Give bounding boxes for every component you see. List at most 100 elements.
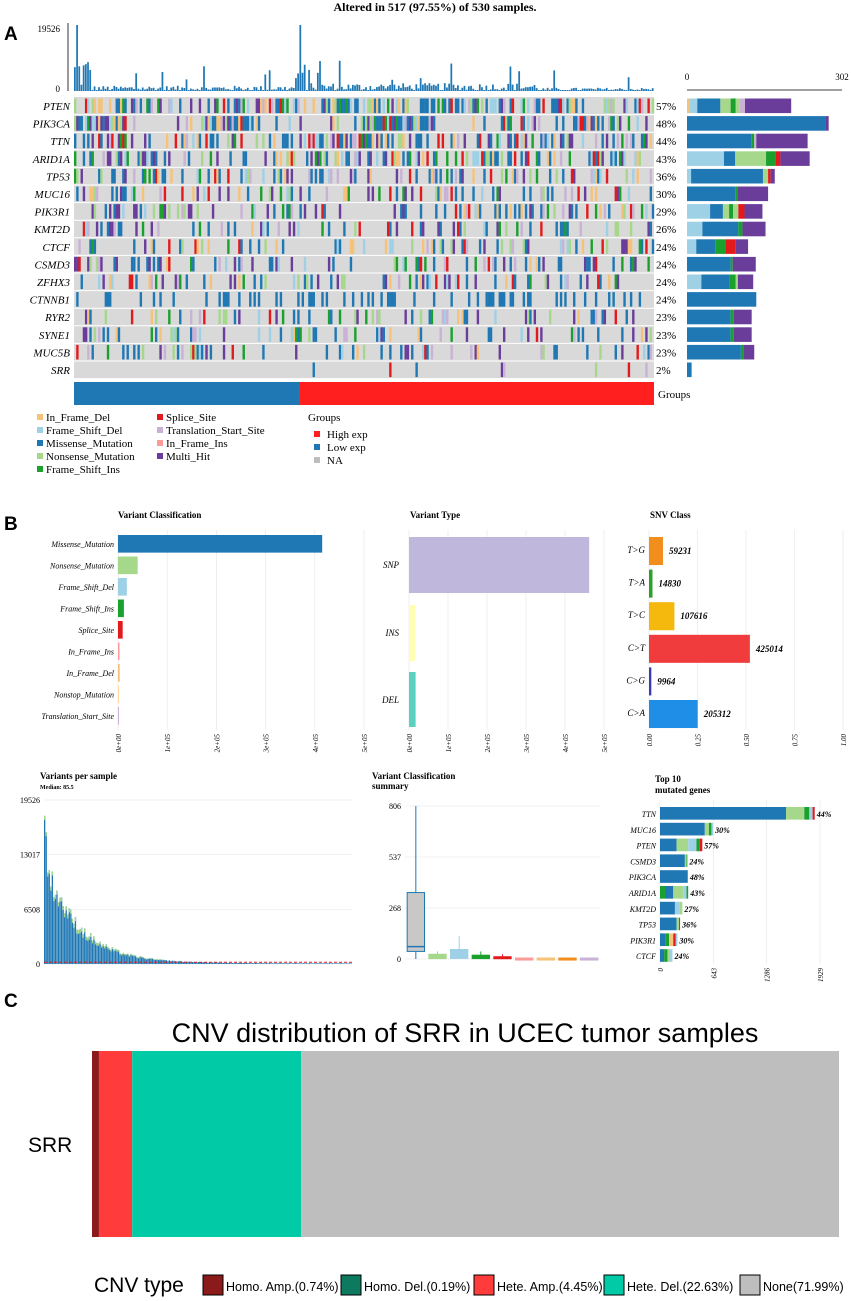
- matrix-cell: [404, 344, 407, 360]
- tmb-bar: [209, 89, 212, 91]
- gene-label: ZFHX3: [37, 277, 71, 289]
- matrix-cell: [432, 116, 436, 131]
- matrix-cell: [310, 133, 313, 149]
- matrix-cell: [354, 168, 357, 184]
- vps-bar-top: [77, 929, 80, 934]
- matrix-cell: [227, 116, 230, 131]
- groups-legend-swatch: [314, 457, 320, 463]
- tmb-bar: [144, 89, 146, 91]
- tmb-bar: [216, 87, 219, 91]
- vps-bar: [76, 929, 78, 964]
- matrix-cell: [638, 292, 642, 307]
- tmb-bar: [520, 88, 523, 91]
- gene-bar-segment: [702, 221, 739, 237]
- legend-swatch: [37, 427, 43, 433]
- matrix-cell: [159, 186, 162, 202]
- matrix-cell: [454, 186, 458, 202]
- tmb-bar: [441, 90, 444, 91]
- matrix-cell: [465, 327, 469, 342]
- matrix-cell: [645, 116, 648, 131]
- matrix-cell: [384, 116, 388, 131]
- matrix-cell: [172, 327, 175, 342]
- matrix-cell: [235, 116, 239, 131]
- matrix-cell: [608, 98, 611, 114]
- matrix-cell: [616, 186, 620, 202]
- matrix-cell: [621, 239, 624, 254]
- matrix-cell: [218, 292, 221, 307]
- vps-bar: [234, 962, 237, 964]
- gene-bar-segment: [722, 204, 730, 219]
- vps-bar: [51, 871, 54, 964]
- matrix-cell: [605, 239, 609, 254]
- matrix-cell: [262, 221, 265, 237]
- vps-bar: [202, 962, 204, 964]
- gene-label: CSMD3: [35, 259, 71, 271]
- matrix-cell: [211, 133, 215, 149]
- tmb-bar: [198, 90, 201, 91]
- matrix-cell: [351, 239, 355, 254]
- vps-bar-top: [51, 871, 54, 876]
- vps-bar-top: [128, 955, 131, 957]
- matrix-cell: [327, 256, 331, 272]
- count-axis-max: 302: [835, 72, 849, 82]
- matrix-cell: [531, 133, 534, 149]
- matrix-cell: [415, 133, 418, 149]
- tmb-bar: [559, 90, 562, 91]
- top10-title-2: mutated genes: [655, 785, 711, 795]
- matrix-cell: [448, 98, 451, 114]
- vps-bar: [96, 943, 98, 964]
- matrix-cell: [601, 309, 604, 325]
- matrix-cell: [435, 186, 438, 202]
- tmb-bar: [404, 87, 407, 91]
- matrix-cell: [382, 274, 385, 290]
- matrix-cell: [577, 327, 580, 342]
- matrix-cell: [594, 133, 598, 149]
- gene-bar-segment: [742, 221, 766, 237]
- matrix-cell: [198, 133, 202, 149]
- vps-bar-top: [68, 908, 70, 913]
- matrix-cell: [200, 116, 204, 131]
- tmb-bar: [599, 88, 602, 91]
- tmb-bar: [467, 86, 470, 91]
- tmb-bar: [334, 90, 337, 91]
- matrix-cell: [487, 256, 491, 272]
- vps-bar: [121, 954, 123, 964]
- tmb-bar: [564, 90, 567, 91]
- matrix-cell: [244, 168, 248, 184]
- legend-swatch: [157, 453, 163, 459]
- matrix-cell: [122, 186, 125, 202]
- matrix-cell: [321, 98, 324, 114]
- matrix-cell: [651, 239, 655, 254]
- matrix-cell: [152, 204, 156, 219]
- matrix-cell: [419, 116, 423, 131]
- matrix-cell: [222, 344, 226, 360]
- matrix-cell: [297, 274, 300, 290]
- vps-bar-top: [87, 937, 89, 941]
- matrix-cell: [308, 327, 311, 342]
- matrix-cell: [216, 168, 219, 184]
- matrix-cell: [529, 309, 532, 325]
- matrix-cell: [614, 344, 617, 360]
- gene-bar-segment: [825, 116, 829, 131]
- tmb-bar: [257, 89, 260, 91]
- matrix-cell: [376, 133, 379, 149]
- matrix-cell: [588, 256, 591, 272]
- vps-bar: [79, 929, 81, 964]
- matrix-cell: [516, 133, 519, 149]
- matrix-cell: [535, 256, 539, 272]
- matrix-cell: [216, 151, 219, 166]
- snv-bar: [649, 569, 653, 598]
- gene-percent: 23%: [656, 347, 676, 359]
- matrix-cell: [257, 292, 261, 307]
- tmb-bar: [260, 86, 262, 91]
- tmb-bar: [262, 90, 264, 91]
- matrix-cell: [124, 133, 127, 149]
- matrix-cell: [524, 151, 528, 166]
- matrix-cell: [367, 151, 370, 166]
- matrix-cell: [437, 186, 440, 202]
- matrix-cell: [279, 168, 283, 184]
- matrix-cell: [242, 98, 245, 114]
- tmb-bar: [555, 87, 558, 91]
- matrix-cell: [404, 309, 407, 325]
- gene-bar-segment: [738, 204, 745, 219]
